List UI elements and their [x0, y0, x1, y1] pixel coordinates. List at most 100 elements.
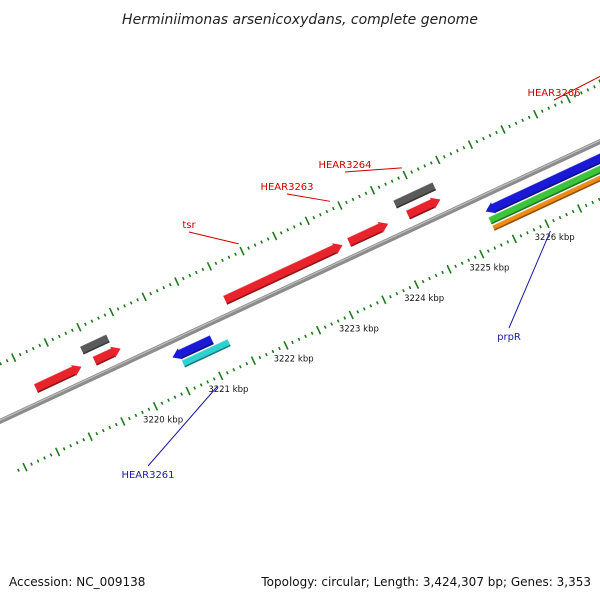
genome-title: Herminiimonas arsenicoxydans, complete g… [122, 12, 478, 28]
ruler-top-tick [84, 322, 87, 326]
ruler-bottom-tick [250, 356, 256, 366]
ruler-top-tick [351, 197, 355, 202]
ruler-top-tick [11, 353, 17, 363]
ruler-bottom-tick [245, 361, 249, 366]
ruler-bottom-tick [336, 319, 340, 323]
gene-hear3261-shadow [184, 344, 231, 368]
ruler-top-tick [527, 115, 531, 119]
ruler-top-tick [304, 216, 310, 226]
ruler-bottom-tick [473, 255, 477, 259]
ruler-top-tick [586, 88, 590, 92]
ruler-bottom-tick [199, 383, 203, 387]
ruler-top-tick [123, 304, 126, 308]
ruler-top-tick [272, 231, 278, 241]
ruler-bottom-tick [348, 310, 354, 320]
ruler-bottom-tick [291, 340, 294, 345]
gene-gray-1-highlight [79, 333, 107, 348]
gene-hear3261 [181, 339, 231, 367]
ruler-top-tick [521, 118, 524, 123]
ruler-top-tick [162, 285, 166, 290]
ruler-bottom-tick [381, 295, 387, 305]
gene-blue-9-highlight [491, 152, 600, 205]
ruler-top-tick [435, 155, 441, 165]
gene-hear3263-highlight [346, 222, 379, 239]
ruler-bottom-tick [544, 219, 550, 229]
ruler-top-tick [227, 255, 231, 259]
ruler-bottom-tick [526, 231, 529, 235]
ruler-bottom-tick [134, 413, 138, 418]
ruler-top-tick [508, 124, 511, 129]
ruler-top-tick [266, 237, 270, 241]
ruler-top-tick [500, 125, 506, 134]
ruler-bottom-tick [584, 203, 588, 208]
scale-label-3223: 3223 kbp [339, 324, 379, 334]
ruler-bottom-tick [460, 261, 464, 265]
ruler-top-tick [286, 228, 290, 232]
ruler-top-tick [299, 222, 303, 226]
ruler-top-tick [488, 133, 492, 138]
gene-tsr [223, 243, 343, 304]
ruler-top-tick [325, 209, 329, 214]
label-leader-hear3266 [553, 75, 600, 101]
ruler-top-tick [253, 243, 257, 247]
ruler-bottom-tick [17, 468, 20, 472]
gene-red-2 [92, 346, 121, 365]
ruler-top-tick [345, 200, 348, 205]
gene-gray-1 [80, 334, 110, 354]
ruler-bottom-tick [212, 377, 216, 381]
ruler-bottom-tick [552, 218, 555, 223]
ruler-top-tick [136, 298, 139, 302]
ruler-bottom-tick [565, 212, 568, 217]
gene-label-tsr: tsr [182, 220, 196, 231]
ruler-top-tick [533, 109, 539, 119]
ruler-bottom-tick [375, 301, 379, 305]
ruler-bottom-tick [283, 340, 289, 350]
label-leader-hear3264 [344, 167, 402, 173]
ruler-bottom-tick [506, 240, 510, 244]
ruler-top-tick [593, 85, 596, 89]
ruler-top-tick [423, 164, 427, 168]
ruler-bottom-tick [315, 325, 322, 335]
ruler-bottom-tick [36, 459, 40, 463]
ruler-top-tick [18, 352, 22, 357]
ruler-top-tick [0, 362, 2, 366]
scale-label-3224: 3224 kbp [404, 294, 444, 304]
ruler-top-tick [442, 155, 446, 159]
gene-gray-1-shadow [83, 340, 110, 355]
ruler-bottom-tick [128, 416, 131, 421]
ruler-bottom-tick [173, 395, 177, 399]
ruler-bottom-tick [87, 432, 93, 442]
ruler-top-tick [5, 359, 9, 363]
gene-blue-9 [485, 153, 600, 214]
ruler-bottom-tick [82, 438, 86, 442]
ruler-top-tick [129, 301, 133, 305]
ruler-top-tick [560, 100, 564, 104]
gene-label-hear3266: HEAR3266 [527, 88, 580, 99]
ruler-bottom-tick [577, 204, 583, 213]
ruler-bottom-tick [206, 380, 210, 384]
ruler-top-tick [64, 331, 68, 336]
ruler-bottom-tick [511, 234, 518, 244]
gene-hear3263-shadow [350, 230, 383, 247]
ruler-top-tick [475, 139, 479, 144]
ruler-top-tick [116, 307, 120, 311]
ruler-top-tick [369, 185, 376, 195]
ruler-top-tick [495, 130, 498, 135]
ruler-bottom-tick [486, 249, 490, 253]
ruler-top-tick [149, 292, 153, 296]
ruler-top-tick [103, 313, 107, 317]
label-leader-hear3263 [286, 193, 331, 202]
gene-hear3264-shadow [396, 188, 437, 209]
ruler-bottom-tick [22, 462, 28, 472]
gene-green-10-highlight [488, 164, 600, 218]
ruler-top-tick [25, 349, 29, 354]
ruler-bottom-tick [446, 264, 452, 274]
gene-red-0-highlight [33, 365, 72, 385]
ruler-bottom-tick [402, 288, 405, 293]
ruler-top-tick [239, 246, 245, 256]
gene-red-0-shadow [37, 373, 76, 393]
ruler-top-tick [377, 185, 381, 189]
scale-label-3226: 3226 kbp [535, 233, 575, 243]
ruler-top-tick [181, 276, 185, 281]
